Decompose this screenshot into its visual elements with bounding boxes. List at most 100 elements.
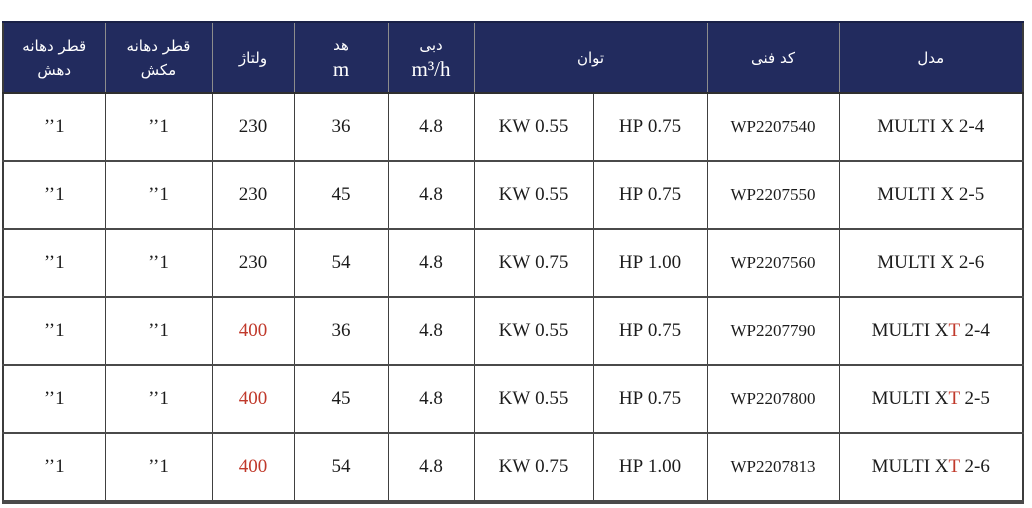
header-flow-label: دبی xyxy=(419,36,443,55)
header-flow: دبی m³/h xyxy=(387,21,475,94)
table-row: MULTI X 2-6 WP2207560 1.00 HP 0.75 KW 4.… xyxy=(2,228,1024,298)
code-cell: WP2207550 xyxy=(706,160,840,230)
power-kw-cell: 0.55 KW xyxy=(473,364,594,434)
table-row: MULTI X 2-4 WP2207540 0.75 HP 0.55 KW 4.… xyxy=(2,92,1024,162)
power-kw-cell: 0.55 KW xyxy=(473,160,594,230)
model-t-text: T xyxy=(948,388,960,409)
header-row: مدل کد فنی توان دبی m³/h هد m ولتاژ xyxy=(2,21,1024,94)
voltage-text: 400 xyxy=(238,388,268,409)
model-text: MULTI X xyxy=(871,320,949,341)
head-cell: 36 xyxy=(293,296,389,366)
head-cell: 45 xyxy=(293,160,389,230)
model-text: MULTI X xyxy=(871,456,949,477)
discharge-cell: 1’’ xyxy=(2,364,106,434)
head-cell: 54 xyxy=(293,432,389,503)
voltage-cell: 400 xyxy=(211,364,295,434)
model-text: MULTI X xyxy=(877,252,955,273)
model-suffix-text: 2-4 xyxy=(959,320,990,341)
flow-cell: 4.8 xyxy=(387,364,475,434)
power-hp-cell: 0.75 HP xyxy=(592,160,708,230)
suction-cell: 1’’ xyxy=(104,160,213,230)
suction-cell: 1’’ xyxy=(104,92,213,162)
model-text: MULTI X xyxy=(877,184,955,205)
power-hp-cell: 0.75 HP xyxy=(592,364,708,434)
code-cell: WP2207540 xyxy=(706,92,840,162)
header-voltage-label: ولتاژ xyxy=(238,48,268,67)
table-row: MULTI X 2-5 WP2207550 0.75 HP 0.55 KW 4.… xyxy=(2,160,1024,230)
power-hp-cell: 1.00 HP xyxy=(592,432,708,503)
header-head-unit: m xyxy=(332,57,350,82)
model-cell: MULTI XT 2-5 xyxy=(838,364,1024,434)
flow-cell: 4.8 xyxy=(387,92,475,162)
header-head: هد m xyxy=(293,21,389,94)
header-suction-line2: مکش xyxy=(140,60,177,79)
model-cell: MULTI XT 2-4 xyxy=(838,296,1024,366)
voltage-text: 400 xyxy=(238,456,268,477)
header-flow-unit: m³/h xyxy=(411,57,451,82)
flow-cell: 4.8 xyxy=(387,432,475,503)
header-discharge-line2: دهش xyxy=(37,60,72,79)
power-kw-cell: 0.55 KW xyxy=(473,92,594,162)
discharge-cell: 1’’ xyxy=(2,228,106,298)
table-row: MULTI XT 2-6 WP2207813 1.00 HP 0.75 KW 4… xyxy=(2,432,1024,503)
model-t-text: T xyxy=(948,456,960,477)
table-row: MULTI XT 2-5 WP2207800 0.75 HP 0.55 KW 4… xyxy=(2,364,1024,434)
model-text: MULTI X xyxy=(877,116,955,137)
power-kw-cell: 0.75 KW xyxy=(473,228,594,298)
table-row: MULTI XT 2-4 WP2207790 0.75 HP 0.55 KW 4… xyxy=(2,296,1024,366)
head-cell: 36 xyxy=(293,92,389,162)
suction-cell: 1’’ xyxy=(104,432,213,503)
suction-cell: 1’’ xyxy=(104,228,213,298)
code-cell: WP2207790 xyxy=(706,296,840,366)
header-model: مدل xyxy=(838,21,1024,94)
power-hp-cell: 1.00 HP xyxy=(592,228,708,298)
voltage-text: 230 xyxy=(238,252,268,273)
voltage-cell: 230 xyxy=(211,228,295,298)
suction-cell: 1’’ xyxy=(104,296,213,366)
voltage-cell: 230 xyxy=(211,92,295,162)
header-technical-code: کد فنی xyxy=(706,21,840,94)
code-cell: WP2207560 xyxy=(706,228,840,298)
header-power-label: توان xyxy=(576,48,605,67)
code-cell: WP2207813 xyxy=(706,432,840,503)
head-cell: 45 xyxy=(293,364,389,434)
model-cell: MULTI X 2-6 xyxy=(838,228,1024,298)
head-cell: 54 xyxy=(293,228,389,298)
header-voltage: ولتاژ xyxy=(211,21,295,94)
header-power: توان xyxy=(473,21,708,94)
model-text: MULTI X xyxy=(871,388,949,409)
model-suffix-text: 2-4 xyxy=(954,116,985,137)
power-kw-cell: 0.55 KW xyxy=(473,296,594,366)
model-suffix-text: 2-5 xyxy=(954,184,985,205)
flow-cell: 4.8 xyxy=(387,160,475,230)
model-t-text: T xyxy=(948,320,960,341)
header-model-label: مدل xyxy=(917,48,945,67)
model-suffix-text: 2-6 xyxy=(959,456,990,477)
discharge-cell: 1’’ xyxy=(2,432,106,503)
voltage-text: 230 xyxy=(238,116,268,137)
header-suction-diameter: قطر دهانه مکش xyxy=(104,21,213,94)
voltage-text: 400 xyxy=(238,320,268,341)
discharge-cell: 1’’ xyxy=(2,160,106,230)
model-cell: MULTI X 2-4 xyxy=(838,92,1024,162)
power-hp-cell: 0.75 HP xyxy=(592,92,708,162)
voltage-cell: 230 xyxy=(211,160,295,230)
discharge-cell: 1’’ xyxy=(2,92,106,162)
voltage-cell: 400 xyxy=(211,432,295,503)
pump-spec-table: مدل کد فنی توان دبی m³/h هد m ولتاژ xyxy=(2,21,1025,504)
header-discharge-diameter: قطر دهانه دهش xyxy=(2,21,106,94)
suction-cell: 1’’ xyxy=(104,364,213,434)
model-cell: MULTI XT 2-6 xyxy=(838,432,1024,503)
flow-cell: 4.8 xyxy=(387,296,475,366)
flow-cell: 4.8 xyxy=(387,228,475,298)
model-suffix-text: 2-6 xyxy=(954,252,985,273)
model-cell: MULTI X 2-5 xyxy=(838,160,1024,230)
discharge-cell: 1’’ xyxy=(2,296,106,366)
header-discharge-line1: قطر دهانه xyxy=(22,36,87,55)
power-kw-cell: 0.75 KW xyxy=(473,432,594,503)
voltage-text: 230 xyxy=(238,184,268,205)
header-head-label: هد xyxy=(333,36,349,55)
header-technical-code-label: کد فنی xyxy=(751,48,795,67)
model-suffix-text: 2-5 xyxy=(959,388,990,409)
